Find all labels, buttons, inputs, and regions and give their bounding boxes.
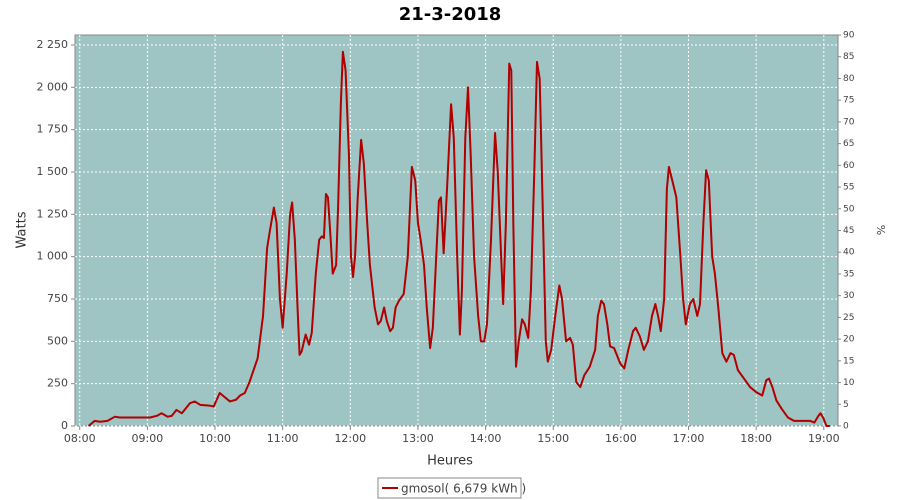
y2-tick-label: 5	[843, 400, 849, 410]
y2-tick-label: 60	[843, 161, 855, 171]
x-tick-label: 17:00	[673, 432, 705, 445]
x-tick-label: 14:00	[470, 432, 502, 445]
y2-tick-label: 65	[843, 139, 854, 149]
y2-tick-label: 30	[843, 291, 855, 301]
y2-tick-label: 35	[843, 269, 854, 279]
y-tick-label: 2 250	[37, 38, 69, 51]
x-tick-label: 10:00	[199, 432, 231, 445]
x-tick-label: 16:00	[605, 432, 637, 445]
y2-tick-label: 80	[843, 74, 855, 84]
line-series	[87, 50, 830, 427]
y2-tick-label: 55	[843, 183, 854, 193]
y-tick-label: 0	[61, 419, 68, 432]
x-tick-label: 19:00	[808, 432, 840, 445]
y-tick-label: 750	[47, 292, 68, 305]
y2-tick-label: 0	[843, 422, 849, 432]
legend-label: gmosol( 6,679 kWh )	[401, 482, 526, 496]
y2-tick-label: 70	[843, 117, 855, 127]
y2-tick-label: 75	[843, 96, 854, 106]
y2-tick-label: 15	[843, 356, 854, 366]
y-tick-label: 2 000	[37, 80, 69, 93]
legend-box	[377, 477, 522, 499]
y2-tick-label: 20	[843, 335, 855, 345]
x-tick-label: 13:00	[402, 432, 434, 445]
y2-tick-label: 40	[843, 248, 855, 258]
y-tick-label: 1 000	[37, 250, 69, 263]
y-tick-label: 250	[47, 377, 68, 390]
y2-tick-label: 90	[843, 31, 855, 41]
x-tick-label: 08:00	[64, 432, 96, 445]
x-axis-label: Heures	[427, 454, 473, 469]
y2-tick-label: 10	[843, 378, 855, 388]
x-tick-label: 15:00	[537, 432, 569, 445]
y2-axis-label: %	[875, 225, 888, 235]
x-tick-label: 11:00	[267, 432, 299, 445]
y-tick-label: 1 250	[37, 207, 69, 220]
x-tick-label: 12:00	[334, 432, 366, 445]
chart-title: 21-3-2018	[399, 4, 502, 25]
y-tick-label: 500	[47, 334, 68, 347]
x-tick-label: 18:00	[740, 432, 772, 445]
y-tick-label: 1 500	[37, 165, 69, 178]
y2-tick-label: 45	[843, 226, 854, 236]
y2-tick-label: 50	[843, 204, 855, 214]
y2-tick-label: 25	[843, 313, 854, 323]
y2-tick-label: 85	[843, 52, 854, 62]
y-tick-label: 1 750	[37, 123, 69, 136]
y-axis-label: Watts	[15, 211, 30, 248]
x-tick-label: 09:00	[132, 432, 164, 445]
